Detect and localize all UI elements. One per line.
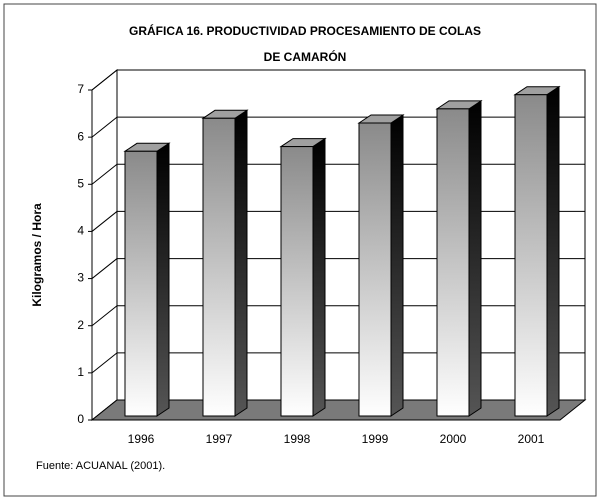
bar (280, 146, 314, 417)
y-tick-label: 2 (77, 318, 84, 332)
chart-title: DE CAMARÓN (264, 49, 347, 64)
bar-side (234, 109, 248, 417)
grid-line (91, 163, 118, 185)
bar (202, 117, 236, 417)
grid-line (91, 352, 118, 374)
bar-side (546, 85, 560, 417)
x-tick-label: 2000 (440, 432, 467, 446)
y-tick-label: 4 (77, 224, 84, 238)
grid-line (91, 305, 118, 327)
y-tick-label: 3 (77, 271, 84, 285)
bar (436, 108, 470, 417)
grid-line (91, 69, 118, 91)
chart-title: GRÁFICA 16. PRODUCTIVIDAD PROCESAMIENTO … (129, 23, 481, 38)
y-tick-label: 7 (77, 82, 84, 96)
frame (3, 3, 597, 497)
bar-side (312, 137, 326, 417)
bar (124, 150, 158, 417)
source: Fuente: ACUANAL (2001). (36, 460, 165, 472)
side-wall (91, 68, 118, 422)
x-tick-label: 2001 (518, 432, 545, 446)
y-tick-label: 1 (77, 365, 84, 379)
x-tick-label: 1999 (362, 432, 389, 446)
grid-line (91, 211, 118, 232)
y-tick-label: 0 (77, 412, 84, 426)
grid-line (91, 116, 118, 138)
y-tick-label: 5 (77, 176, 84, 190)
grid-line (91, 258, 118, 279)
x-tick-label: 1997 (206, 432, 233, 446)
bar (514, 94, 548, 417)
x-tick-label: 1998 (284, 432, 311, 446)
y-axis-label: Kilogramos / Hora (30, 203, 44, 307)
x-tick-label: 1996 (128, 432, 155, 446)
bar-side (468, 99, 482, 417)
y-tick-label: 6 (77, 129, 84, 143)
bar-side (156, 142, 170, 417)
bar-side (390, 114, 404, 417)
bar (358, 122, 392, 417)
